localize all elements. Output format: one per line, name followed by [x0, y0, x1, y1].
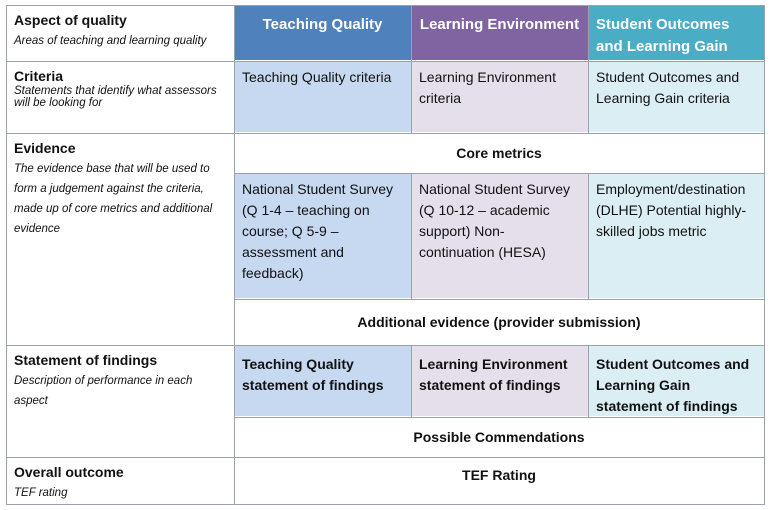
column-divider: [234, 6, 235, 504]
row-divider: [7, 133, 764, 134]
tef-rating-band: TEF Rating: [234, 458, 764, 504]
row-divider: [234, 417, 764, 418]
outcomes-criteria: Student Outcomes and Learning Gain crite…: [588, 62, 764, 132]
row-divider: [7, 457, 764, 458]
teaching-criteria: Teaching Quality criteria: [234, 62, 411, 132]
teaching-findings-text: Teaching Quality statement of findings: [242, 356, 384, 393]
column-divider: [588, 345, 589, 418]
outcomes-criteria-text: Student Outcomes and Learning Gain crite…: [596, 69, 740, 106]
learning-criteria: Learning Environment criteria: [411, 62, 588, 132]
column-divider: [411, 6, 412, 134]
outcome-title: Overall outcome: [14, 464, 124, 480]
teaching-header-text: Teaching Quality: [262, 16, 383, 33]
findings-label-cell: Statement of findings Description of per…: [7, 346, 234, 456]
additional-evidence-band: Additional evidence (provider submission…: [234, 300, 764, 344]
row-divider: [7, 61, 764, 62]
learning-header-text: Learning Environment: [419, 16, 580, 33]
outcomes-metrics-text: Employment/destination (DLHE) Potential …: [596, 181, 747, 239]
outcomes-metrics: Employment/destination (DLHE) Potential …: [588, 174, 764, 298]
row-divider: [234, 299, 764, 300]
teaching-criteria-text: Teaching Quality criteria: [242, 69, 392, 85]
evidence-desc: The evidence base that will be used to f…: [14, 163, 213, 235]
aspect-title: Aspect of quality: [14, 12, 127, 28]
criteria-title: Criteria: [14, 68, 64, 84]
outcomes-header: Student Outcomes and Learning Gain: [588, 6, 764, 60]
learning-findings-text: Learning Environment statement of findin…: [419, 356, 568, 393]
column-divider: [588, 6, 589, 134]
core-metrics-text: Core metrics: [456, 145, 542, 161]
outcomes-header-text: Student Outcomes and Learning Gain: [596, 16, 730, 55]
evidence-label-cell: Evidence The evidence base that will be …: [7, 134, 234, 344]
outcome-label-cell: Overall outcome TEF rating: [7, 458, 234, 504]
aspect-label-cell: Aspect of quality Areas of teaching and …: [7, 6, 234, 60]
row-divider: [234, 173, 764, 174]
learning-header: Learning Environment: [411, 6, 588, 60]
criteria-label-cell: Criteria Statements that identify what a…: [7, 62, 234, 130]
learning-metrics: National Student Survey (Q 10-12 – acade…: [411, 174, 588, 298]
aspect-desc: Areas of teaching and learning quality: [14, 35, 207, 47]
outcome-desc: TEF rating: [14, 487, 68, 499]
row-divider: [7, 345, 764, 346]
tef-rating-text: TEF Rating: [462, 467, 536, 483]
evidence-title: Evidence: [14, 140, 76, 156]
teaching-header: Teaching Quality: [234, 6, 411, 60]
core-metrics-band: Core metrics: [234, 134, 764, 172]
learning-findings: Learning Environment statement of findin…: [411, 346, 588, 416]
tef-framework-table: Aspect of quality Areas of teaching and …: [6, 5, 765, 505]
commendations-text: Possible Commendations: [413, 429, 585, 445]
outcomes-findings: Student Outcomes and Learning Gain state…: [588, 346, 764, 416]
commendations-band: Possible Commendations: [234, 418, 764, 456]
column-divider: [411, 173, 412, 300]
teaching-findings: Teaching Quality statement of findings: [234, 346, 411, 416]
learning-criteria-text: Learning Environment criteria: [419, 69, 556, 106]
column-divider: [411, 345, 412, 418]
teaching-metrics-text: National Student Survey (Q 1-4 – teachin…: [242, 181, 393, 281]
teaching-metrics: National Student Survey (Q 1-4 – teachin…: [234, 174, 411, 298]
outcomes-findings-text: Student Outcomes and Learning Gain state…: [596, 356, 750, 414]
criteria-desc: Statements that identify what assessors …: [14, 85, 217, 109]
findings-title: Statement of findings: [14, 352, 158, 368]
learning-metrics-text: National Student Survey (Q 10-12 – acade…: [419, 181, 570, 260]
additional-evidence-text: Additional evidence (provider submission…: [357, 314, 641, 330]
findings-desc: Description of performance in each aspec…: [14, 375, 193, 407]
column-divider: [588, 173, 589, 300]
